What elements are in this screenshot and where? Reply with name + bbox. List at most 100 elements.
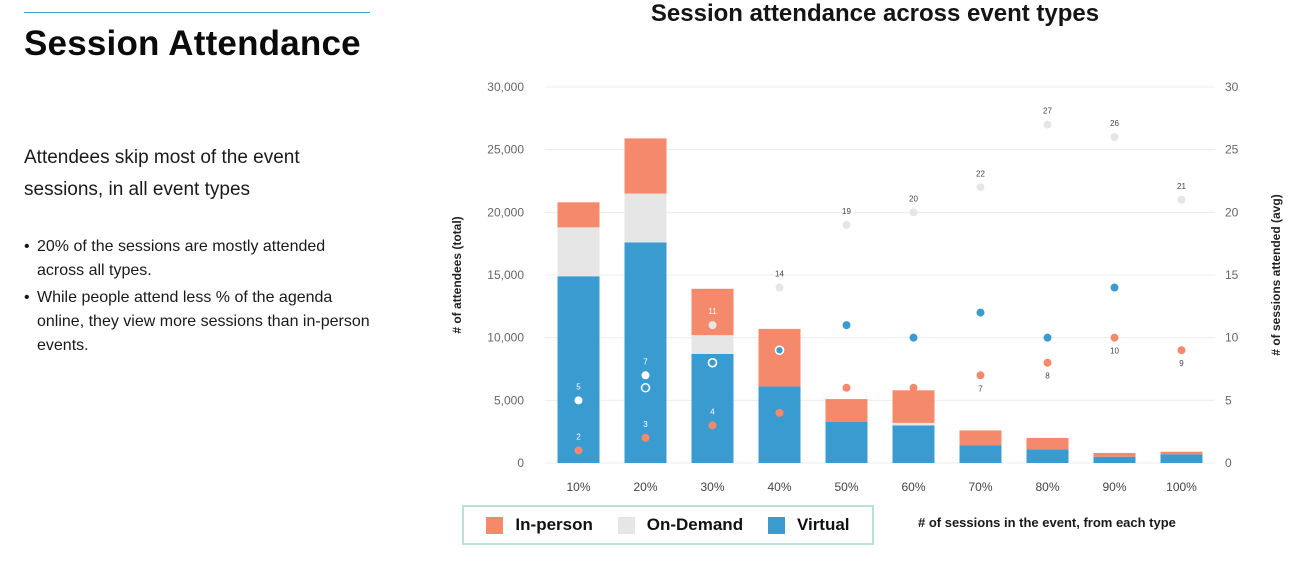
y2-tick-label: 30 (1225, 80, 1239, 94)
y2-tick-label: 5 (1225, 393, 1232, 407)
point-label: 7 (978, 384, 983, 393)
point-in-person (1043, 358, 1052, 367)
legend-item-on-demand: On-Demand (617, 515, 744, 535)
x-tick-label: 60% (901, 480, 925, 494)
page-title: Session Attendance (24, 24, 361, 63)
bullet-item: • 20% of the sessions are mostly attended… (24, 235, 374, 283)
bullet-dot: • (24, 238, 30, 255)
x-tick-label: 70% (968, 480, 992, 494)
legend-label-in-person: In-person (515, 515, 593, 534)
point-label: 5 (576, 382, 581, 391)
point-virtual (1043, 333, 1052, 342)
point-in-person (574, 446, 583, 455)
x-tick-label: 100% (1166, 480, 1197, 494)
point-on-demand (708, 321, 717, 330)
bar-in-person (758, 328, 801, 387)
bar-virtual (624, 242, 667, 463)
x-tick-label: 50% (834, 480, 858, 494)
point-label: 19 (842, 207, 851, 216)
point-in-person (1177, 346, 1186, 355)
point-virtual-inner- (707, 357, 718, 368)
point-in-person (775, 408, 784, 417)
bullet-text: 20% of the sessions are mostly attended … (37, 238, 326, 279)
point-label: 27 (1043, 107, 1052, 116)
point-label: 8 (1045, 372, 1050, 381)
point-in-person (1110, 333, 1119, 342)
bullet-item: • While people attend less % of the agend… (24, 286, 374, 358)
point-virtual (574, 396, 583, 405)
point-label: 3 (643, 420, 648, 429)
point-label: 11 (708, 307, 717, 316)
y2-tick-label: 0 (1225, 456, 1232, 470)
chart-legend: In-person On-Demand Virtual (462, 505, 874, 545)
legend-swatch-in-person (486, 516, 504, 534)
bar-in-person (1093, 452, 1136, 457)
legend-label-on-demand: On-Demand (646, 515, 744, 534)
y2-tick-label: 15 (1225, 268, 1239, 282)
legend-item-in-person: In-person (486, 515, 593, 535)
x-tick-label: 20% (633, 480, 657, 494)
bar-virtual (825, 421, 868, 463)
point-in-person (708, 421, 717, 430)
y-tick-label: 30,000 (487, 80, 524, 94)
point-on-demand (1043, 120, 1052, 129)
bullet-text: While people attend less % of the agenda… (37, 289, 370, 354)
bar-virtual (691, 353, 734, 463)
point-in-person (976, 371, 985, 380)
bar-in-person (1026, 437, 1069, 450)
legend-swatch-virtual (767, 516, 785, 534)
x-tick-label: 30% (700, 480, 724, 494)
point-label: 22 (976, 169, 985, 178)
point-on-demand (1177, 195, 1186, 204)
point-in-person (842, 383, 851, 392)
point-label: 9 (1179, 359, 1184, 368)
x-axis-title: # of sessions in the event, from each ty… (918, 515, 1176, 530)
bar-in-person (959, 430, 1002, 446)
subtitle: Attendees skip most of the event session… (24, 147, 300, 200)
point-label: 7 (643, 357, 648, 366)
y-tick-label: 15,000 (487, 268, 524, 282)
point-on-demand (842, 220, 851, 229)
x-tick-label: 40% (767, 480, 791, 494)
x-tick-label: 80% (1035, 480, 1059, 494)
bar-on-demand (624, 193, 667, 243)
bar-in-person (624, 138, 667, 194)
bar-virtual (758, 386, 801, 463)
point-in-person (909, 383, 918, 392)
bar-virtual (1160, 454, 1203, 463)
bar-on-demand (557, 227, 600, 277)
x-tick-label: 10% (566, 480, 590, 494)
y2-tick-label: 25 (1225, 143, 1239, 157)
bar-virtual (557, 276, 600, 463)
x-tick-label: 90% (1102, 480, 1126, 494)
bar-virtual (1093, 456, 1136, 463)
y-axis-title: # of attendees (total) (450, 216, 464, 333)
legend-item-virtual: Virtual (767, 515, 850, 535)
point-virtual (909, 333, 918, 342)
point-label: 26 (1110, 119, 1119, 128)
y-tick-label: 0 (517, 456, 524, 470)
chart-title: Session attendance across event types (650, 0, 1100, 27)
y2-tick-label: 20 (1225, 205, 1239, 219)
point-virtual-inner- (640, 383, 651, 393)
bar-virtual (1026, 449, 1069, 463)
point-on-demand (976, 183, 985, 192)
title-rule (24, 12, 370, 13)
bar-in-person (557, 202, 600, 228)
y-tick-label: 10,000 (487, 331, 524, 345)
bar-in-person (1160, 451, 1203, 455)
point-label: 4 (710, 407, 715, 416)
bar-on-demand (691, 335, 734, 354)
y-tick-label: 5,000 (494, 393, 524, 407)
attendance-chart: 0 5,000 10,000 15,000 20,000 25,000 30,000 0 5 10… (450, 80, 1283, 494)
bar-in-person (825, 399, 868, 422)
bullet-dot: • (24, 289, 30, 306)
point-on-demand (1110, 133, 1119, 142)
point-label: 20 (909, 194, 918, 203)
bullet-list: • 20% of the sessions are mostly attended… (24, 235, 374, 361)
y2-tick-label: 10 (1225, 331, 1239, 345)
y-tick-label: 20,000 (487, 205, 524, 219)
legend-swatch-on-demand (617, 516, 635, 534)
bar-on-demand (892, 422, 935, 426)
point-label: 10 (1110, 347, 1119, 356)
